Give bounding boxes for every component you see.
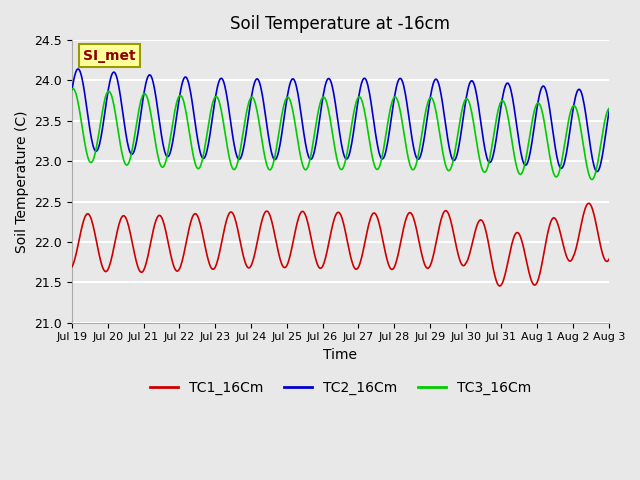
- Legend: TC1_16Cm, TC2_16Cm, TC3_16Cm: TC1_16Cm, TC2_16Cm, TC3_16Cm: [144, 375, 536, 400]
- Title: Soil Temperature at -16cm: Soil Temperature at -16cm: [230, 15, 451, 33]
- Y-axis label: Soil Temperature (C): Soil Temperature (C): [15, 110, 29, 252]
- X-axis label: Time: Time: [323, 348, 357, 362]
- Text: SI_met: SI_met: [83, 48, 136, 62]
